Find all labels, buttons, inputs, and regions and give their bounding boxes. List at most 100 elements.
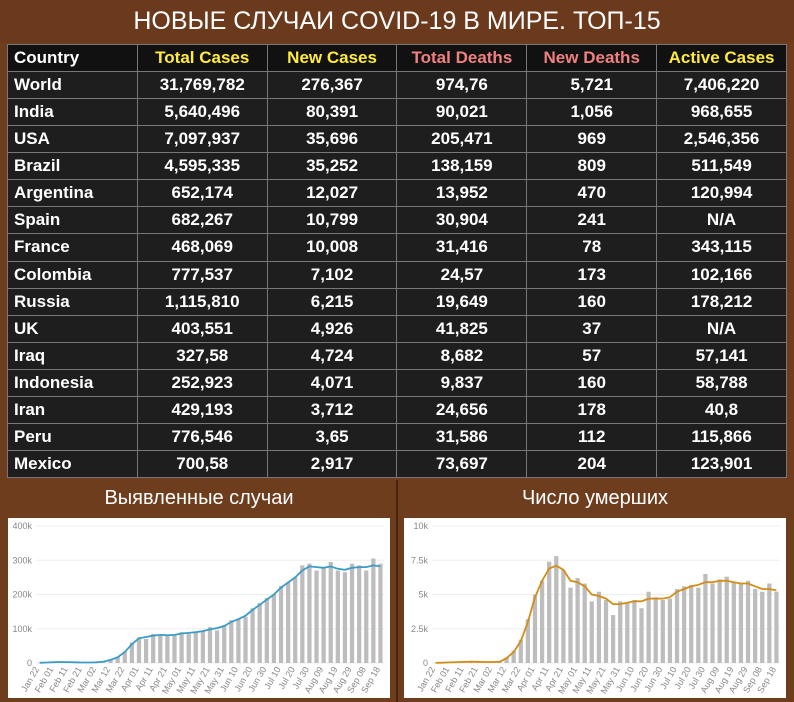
column-header: New Cases (266, 43, 398, 73)
table-cell: Indonesia (7, 368, 138, 397)
bar (236, 618, 241, 663)
table-cell: 24,57 (396, 260, 528, 289)
chart-title: Выявленные случаи (104, 487, 294, 509)
table-row: Iran 429,193 3,712 24,656 178 40,8 (7, 395, 787, 424)
table-row: Brazil 4,595,335 35,252 138,159 809 511,549 (7, 152, 787, 181)
table-cell: 40,8 (656, 395, 787, 424)
covid-table: Country Total Cases New Cases Total Deaths N… (7, 43, 787, 479)
table-cell: 205,471 (396, 125, 528, 154)
table-cell: 327,58 (136, 341, 268, 370)
bar (243, 616, 248, 663)
table-row: Argentina 652,174 12,027 13,952 470 120,994 (7, 179, 787, 208)
table-cell: 343,115 (656, 233, 787, 262)
bar (745, 580, 751, 663)
y-tick-label: 0 (423, 658, 428, 668)
table-cell: 35,252 (266, 152, 398, 181)
table-cell: 4,926 (266, 314, 398, 343)
table-row: USA 7,097,937 35,696 205,471 969 2,546,356 (7, 125, 787, 154)
bar (511, 650, 516, 663)
trend-line (39, 564, 381, 664)
table-cell: 700,58 (136, 449, 268, 479)
table-cell: 9,837 (396, 368, 528, 397)
bar (335, 570, 340, 663)
bar (667, 598, 673, 663)
table-cell: Russia (7, 287, 138, 316)
table-cell: UK (7, 314, 138, 343)
table-cell: 809 (526, 152, 658, 181)
table-cell: 31,769,782 (136, 71, 268, 100)
bar (639, 608, 644, 663)
bar (165, 636, 170, 663)
table-cell: 3,712 (266, 395, 398, 424)
table-row: Indonesia 252,923 4,071 9,837 160 58,788 (7, 368, 787, 397)
table-cell: 173 (526, 260, 658, 289)
table-cell: Brazil (7, 152, 138, 181)
bar (378, 563, 383, 663)
table-cell: 777,537 (136, 260, 268, 289)
table-cell: 13,952 (396, 179, 528, 208)
table-cell: 5,640,496 (136, 98, 268, 127)
table-cell: 58,788 (656, 368, 787, 397)
table-cell: 37 (526, 314, 658, 343)
column-header: Total Cases (136, 43, 268, 73)
table-cell: 57,141 (656, 341, 787, 370)
table-cell: 4,595,335 (136, 152, 268, 181)
bar (610, 615, 616, 663)
table-cell: Iraq (7, 341, 138, 370)
table-cell: 403,551 (136, 314, 268, 343)
bar (186, 633, 191, 663)
table-cell: 35,696 (266, 125, 398, 154)
bar (717, 579, 722, 663)
table-cell: 57 (526, 341, 658, 370)
bar (632, 599, 637, 663)
table-row: World 31,769,782 276,367 974,76 5,721 7,406,2… (7, 71, 787, 100)
bar (774, 591, 779, 663)
table-cell: 974,76 (396, 71, 528, 100)
table-cell: Peru (7, 422, 138, 451)
bar (115, 656, 120, 663)
column-header: Country (7, 43, 138, 73)
bar (547, 561, 552, 663)
bar (504, 657, 509, 663)
bar (525, 619, 531, 663)
table-cell: USA (7, 125, 138, 154)
bar (364, 570, 369, 663)
table-cell: 123,901 (656, 449, 787, 479)
y-tick-label: 2.5k (411, 624, 429, 634)
y-tick-label: 0 (27, 658, 32, 668)
table-cell: 115,866 (656, 422, 787, 451)
bar (618, 601, 623, 663)
table-cell: 429,193 (136, 395, 268, 424)
table-cell: 19,649 (396, 287, 528, 316)
table-cell: 4,724 (266, 341, 398, 370)
table-cell: 511,549 (656, 152, 787, 181)
table-row: Colombia 777,537 7,102 24,57 173 102,166 (7, 260, 787, 289)
table-cell: 10,008 (266, 233, 398, 262)
bar (603, 599, 609, 663)
y-tick-label: 200k (12, 590, 32, 600)
bar (108, 659, 113, 663)
table-cell: 41,825 (396, 314, 528, 343)
bar (136, 637, 142, 663)
bar (731, 582, 736, 663)
bar (681, 586, 687, 663)
table-cell: 682,267 (136, 206, 268, 235)
table-cell: 120,994 (656, 179, 787, 208)
bar (271, 594, 277, 663)
table-row: Russia 1,115,810 6,215 19,649 160 178,212 (7, 287, 787, 316)
table-cell: 470 (526, 179, 658, 208)
table-row: France 468,069 10,008 31,416 78 343,115 (7, 233, 787, 262)
bar (646, 591, 651, 663)
bar (214, 630, 220, 663)
table-cell: 7,102 (266, 260, 398, 289)
header-row: Country Total Cases New Cases Total Deaths N… (7, 43, 787, 73)
table-cell: 178,212 (656, 287, 787, 316)
bar (689, 584, 694, 663)
table-cell: 31,586 (396, 422, 528, 451)
table-cell: 776,546 (136, 422, 268, 451)
bar (207, 627, 213, 663)
table-cell: 160 (526, 368, 658, 397)
table-row: UK 403,551 4,926 41,825 37 N/A (7, 314, 787, 343)
trend-line (435, 564, 777, 664)
